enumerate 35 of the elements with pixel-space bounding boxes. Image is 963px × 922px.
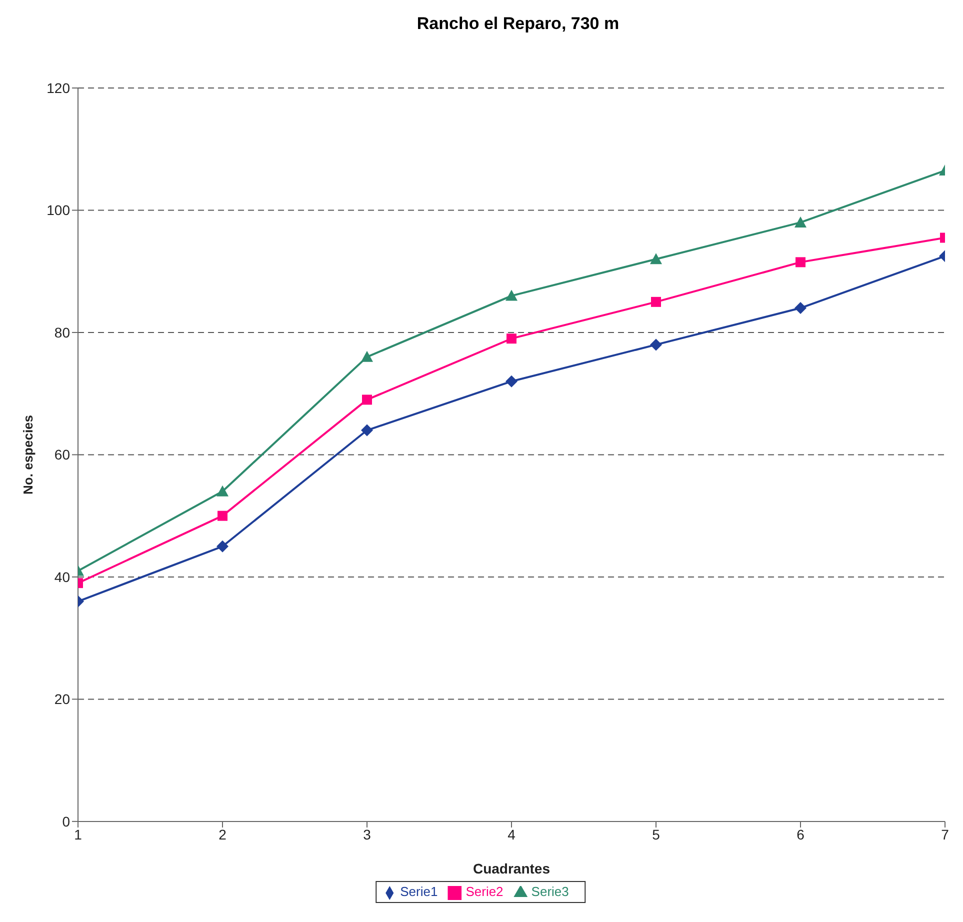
point bbox=[506, 290, 518, 301]
x-tick-label: 2 bbox=[218, 826, 227, 842]
point bbox=[651, 296, 661, 307]
point bbox=[650, 338, 662, 351]
x-tick-label: 7 bbox=[941, 826, 950, 842]
point bbox=[794, 302, 806, 314]
y-tick-label: 20 bbox=[54, 691, 70, 708]
legend-label: Serie3 bbox=[531, 884, 569, 900]
x-axis-title: Cuadrantes bbox=[472, 860, 550, 876]
point bbox=[361, 424, 373, 436]
y-tick-label: 120 bbox=[46, 80, 70, 96]
x-tick-label: 3 bbox=[363, 826, 372, 842]
point bbox=[796, 257, 806, 268]
point bbox=[650, 253, 662, 264]
x-tick-label: 4 bbox=[508, 826, 516, 842]
y-tick-label: 0 bbox=[62, 813, 70, 830]
y-tick-label: 60 bbox=[54, 446, 70, 463]
x-tick-label: 5 bbox=[652, 826, 660, 842]
chart-title: Rancho el Reparo, 730 m bbox=[416, 14, 620, 34]
x-tick-label: 6 bbox=[796, 826, 805, 842]
y-tick-label: 80 bbox=[54, 324, 70, 340]
x-tick-label: 1 bbox=[74, 826, 82, 842]
point bbox=[218, 510, 228, 521]
y-axis-title: No. especies bbox=[20, 414, 36, 494]
y-tick-label: 100 bbox=[46, 202, 70, 218]
legend-label: Serie1 bbox=[400, 884, 438, 900]
legend-label: Serie2 bbox=[466, 884, 504, 900]
point bbox=[362, 394, 372, 405]
point bbox=[361, 350, 373, 362]
point bbox=[216, 540, 228, 552]
point bbox=[506, 334, 516, 344]
y-tick-label: 40 bbox=[54, 568, 70, 585]
point bbox=[506, 375, 518, 388]
point bbox=[794, 216, 806, 228]
point bbox=[216, 485, 228, 496]
